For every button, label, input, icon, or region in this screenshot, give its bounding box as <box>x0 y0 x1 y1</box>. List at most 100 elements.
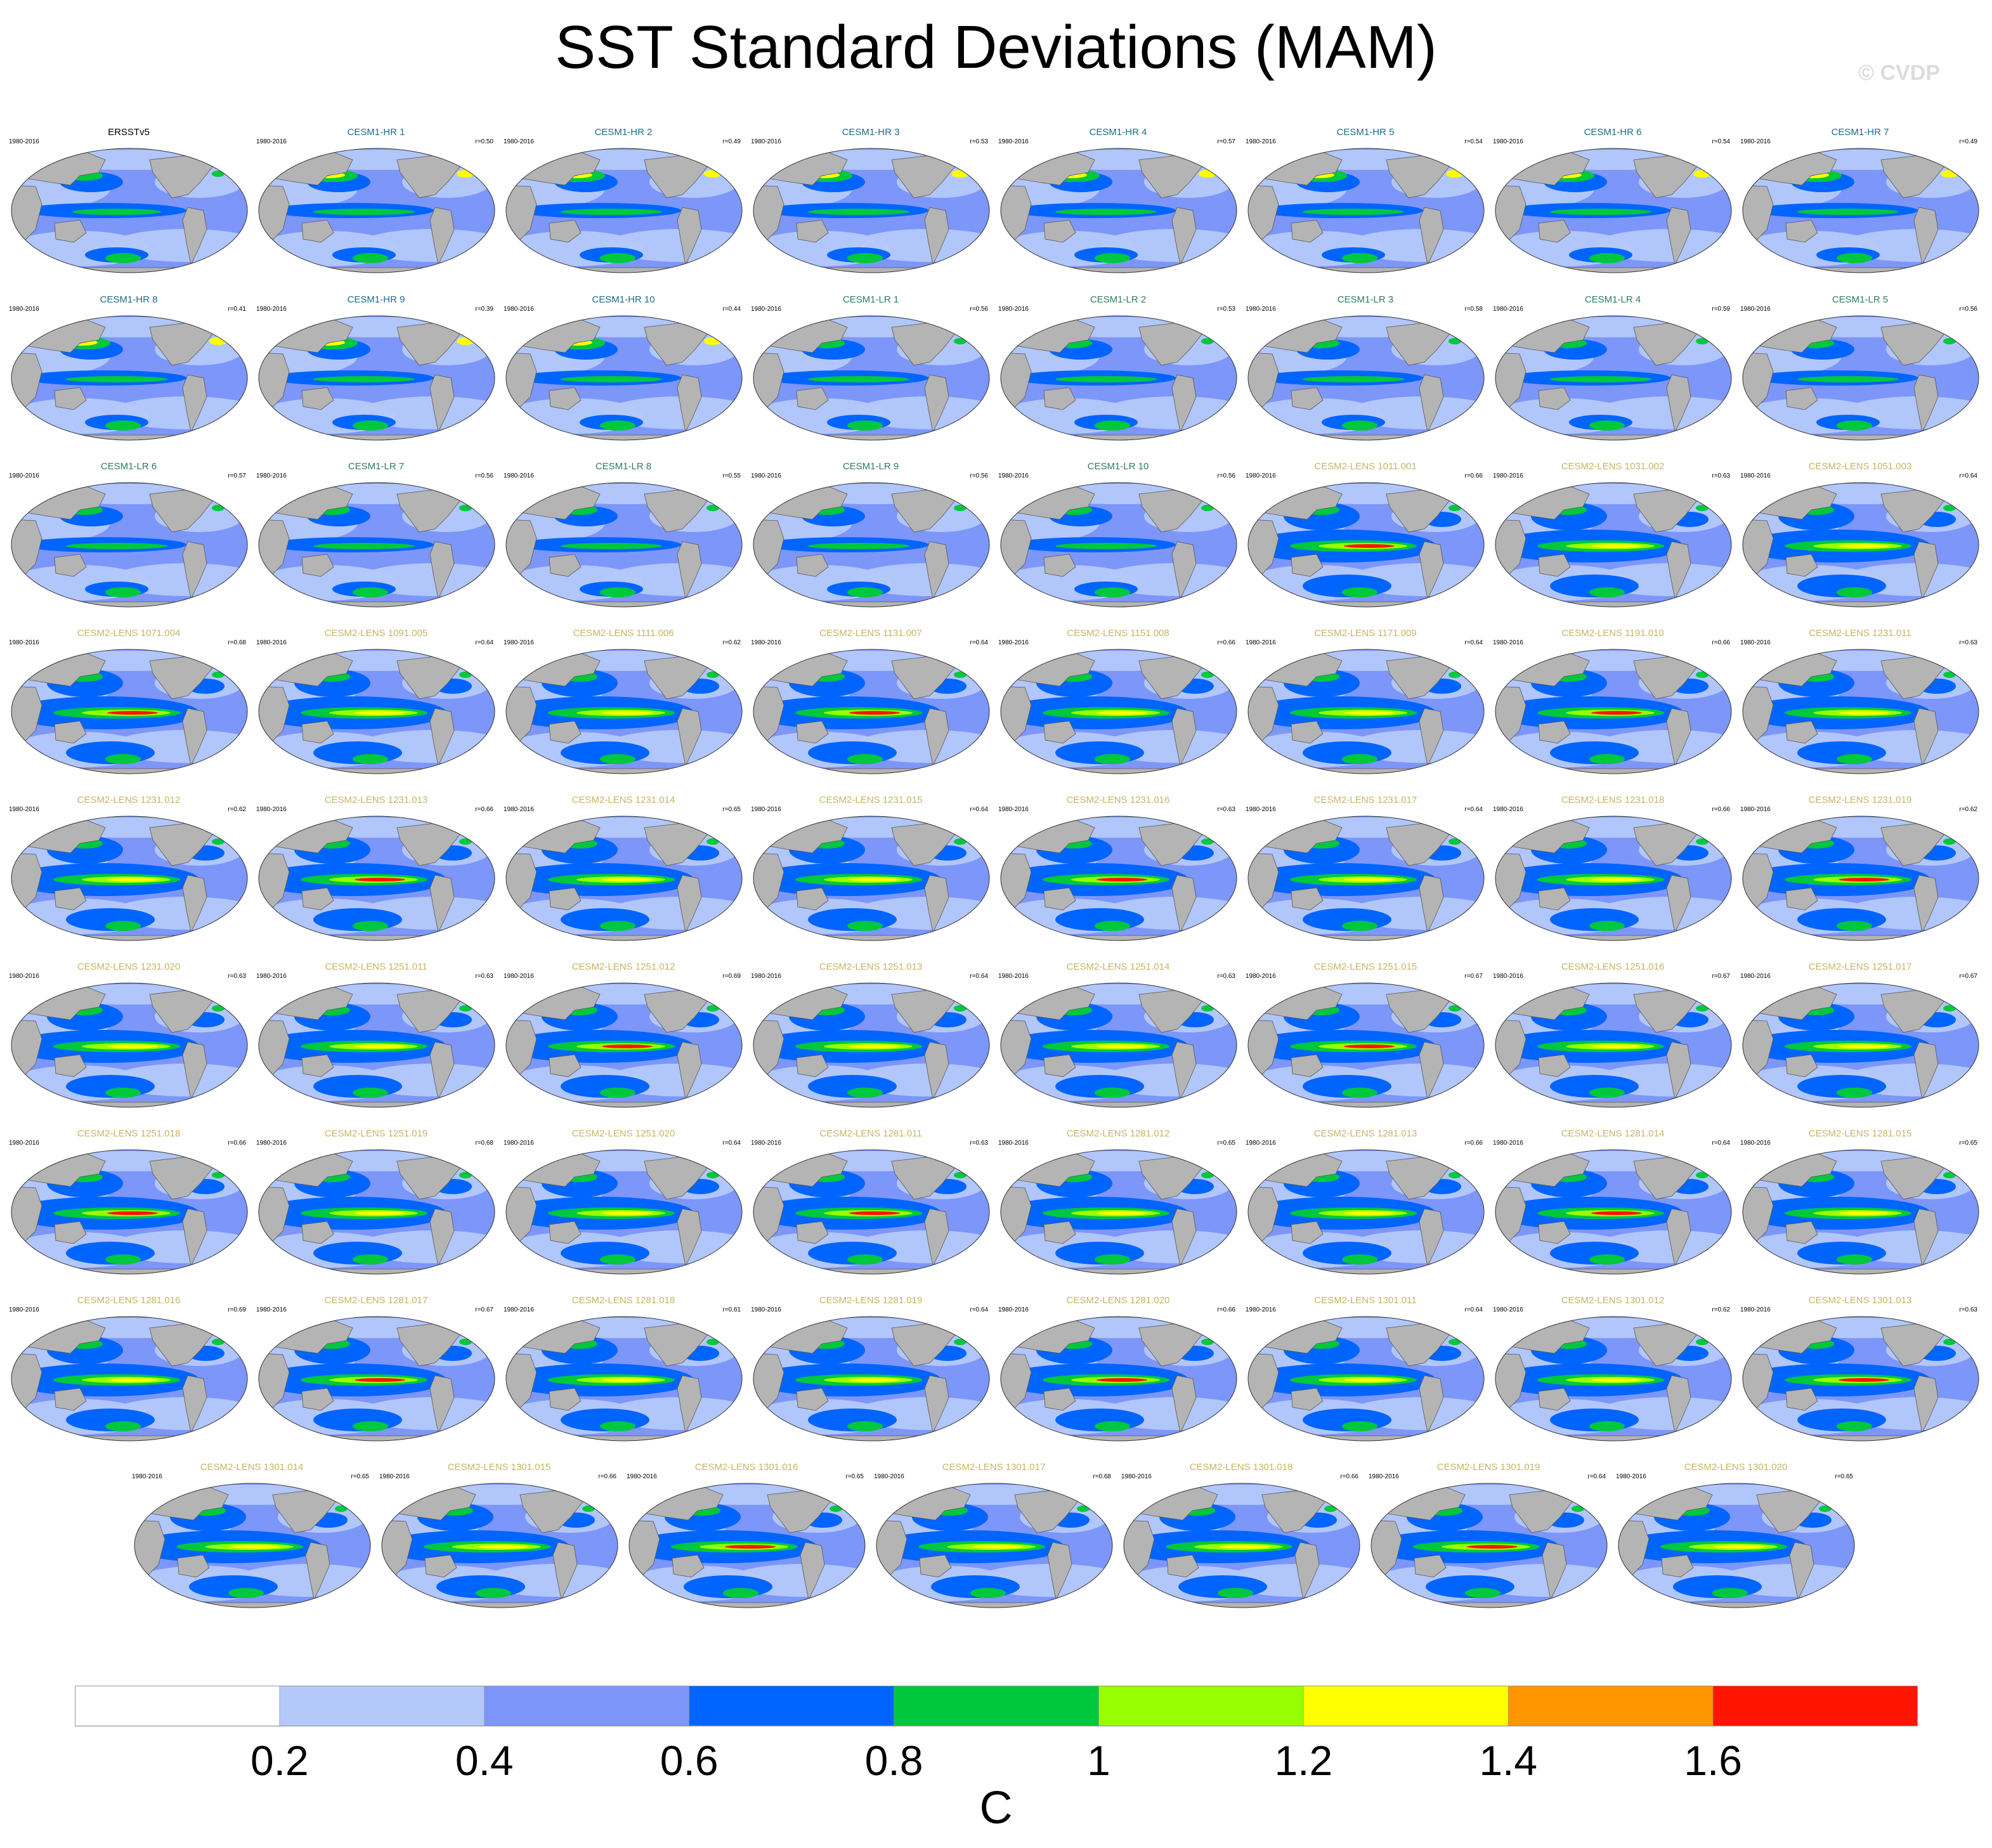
sst-stddev-map <box>1742 482 1979 608</box>
panel-period: 1980-2016 <box>256 1306 287 1313</box>
land-mass <box>1538 1054 1571 1077</box>
map-outline <box>258 982 495 1108</box>
map-outline <box>1495 315 1732 441</box>
panel-period: 1980-2016 <box>1246 973 1276 980</box>
gulf-stream-hotspot <box>459 672 472 678</box>
south-pacific-patch <box>353 1421 388 1431</box>
equatorial-tongue-peak <box>849 1044 900 1048</box>
south-pacific-patch <box>353 754 388 764</box>
equatorial-tongue-peak <box>107 1378 158 1382</box>
map-panel: CESM2-LENS 1151.008 1980-2016 r=0.66 <box>994 627 1242 785</box>
panel-period: 1980-2016 <box>751 973 781 980</box>
land-mass <box>1291 720 1324 744</box>
panel-period: 1980-2016 <box>751 1140 781 1147</box>
panel-pattern-correlation: r=0.63 <box>475 973 493 980</box>
equatorial-tongue <box>1797 376 1899 382</box>
map-outline <box>1000 148 1237 273</box>
equatorial-tongue <box>1055 209 1157 215</box>
map-panel: CESM2-LENS 1231.020 1980-2016 r=0.63 <box>5 960 252 1119</box>
land-mass <box>1419 1375 1444 1434</box>
land-mass <box>429 1375 455 1434</box>
land-mass <box>1419 1041 1444 1100</box>
land-mass <box>1171 875 1197 934</box>
map-outline <box>258 148 495 273</box>
panel-title: CESM2-LENS 1231.012 <box>77 795 181 805</box>
panel-pattern-correlation: r=0.66 <box>1464 1140 1483 1147</box>
land-mass <box>1419 708 1444 767</box>
sst-stddev-map <box>1000 148 1237 273</box>
land-mass <box>1291 387 1324 410</box>
land-mass <box>1913 207 1939 266</box>
equatorial-tongue-peak <box>1344 878 1395 882</box>
land-mass <box>301 219 334 243</box>
sst-stddev-map <box>628 1483 866 1608</box>
equatorial-tongue <box>808 209 909 215</box>
land-mass <box>1666 207 1691 266</box>
panel-title: CESM2-LENS 1131.007 <box>819 628 922 639</box>
panel-pattern-correlation: r=0.66 <box>1464 472 1483 479</box>
land-mass <box>1913 1375 1939 1434</box>
sst-stddev-map <box>1742 148 1979 273</box>
panel-pattern-correlation: r=0.57 <box>228 472 246 479</box>
colorbar-tick-label: 0.4 <box>455 1737 514 1784</box>
panel-title: CESM2-LENS 1231.014 <box>571 795 675 805</box>
land-mass <box>1294 1542 1320 1601</box>
land-mass <box>1043 554 1076 577</box>
land-mass <box>1495 852 1527 911</box>
panel-pattern-correlation: r=0.53 <box>1217 306 1235 313</box>
gulf-stream-hotspot <box>1572 1506 1584 1512</box>
panel-period: 1980-2016 <box>1740 1306 1771 1313</box>
panel-period: 1980-2016 <box>504 806 534 813</box>
panel-title: CESM2-LENS 1251.019 <box>324 1128 428 1139</box>
south-pacific-patch <box>723 1588 758 1598</box>
gulf-stream-hotspot <box>1943 1005 1956 1012</box>
equatorial-tongue-peak <box>1344 1044 1395 1048</box>
land-mass <box>753 852 784 911</box>
south-pacific-patch <box>600 1088 635 1098</box>
panel-title: CESM2-LENS 1281.016 <box>77 1295 181 1306</box>
panel-pattern-correlation: r=0.69 <box>722 973 741 980</box>
land-mass <box>301 1054 334 1077</box>
land-mass <box>259 519 290 577</box>
land-mass <box>753 686 784 744</box>
equatorial-tongue-peak <box>478 1545 528 1549</box>
south-pacific-patch <box>600 1254 635 1265</box>
gulf-stream-hotspot <box>1696 1172 1709 1178</box>
land-mass <box>1666 1208 1691 1267</box>
map-panel: CESM1-HR 2 1980-2016 r=0.49 <box>500 126 747 284</box>
gulf-stream-hotspot <box>954 338 967 344</box>
panel-title: CESM2-LENS 1301.013 <box>1808 1295 1912 1306</box>
land-mass <box>1538 887 1571 911</box>
panel-pattern-correlation: r=0.54 <box>1464 138 1483 145</box>
land-mass <box>1743 519 1774 577</box>
equatorial-tongue <box>313 543 415 549</box>
equatorial-tongue <box>808 376 909 382</box>
panel-title: CESM1-LR 8 <box>595 461 652 472</box>
panel-title: CESM2-LENS 1251.015 <box>1313 961 1417 972</box>
map-outline <box>381 1483 618 1608</box>
panel-period: 1980-2016 <box>751 1306 781 1313</box>
land-mass <box>1495 1186 1527 1244</box>
land-mass <box>1743 1019 1774 1077</box>
panel-pattern-correlation: r=0.65 <box>722 806 741 813</box>
colorbar-segment <box>689 1686 894 1727</box>
panel-title: CESM2-LENS 1091.005 <box>324 628 428 639</box>
map-outline <box>1247 1316 1485 1441</box>
land-mass <box>1043 720 1076 744</box>
land-mass <box>677 1041 702 1100</box>
map-outline <box>1000 982 1237 1108</box>
map-panel: CESM1-HR 1 1980-2016 r=0.50 <box>252 126 500 284</box>
gulf-stream-hotspot <box>1448 672 1461 678</box>
south-pacific-patch <box>1837 754 1872 764</box>
map-outline <box>753 148 990 273</box>
land-mass <box>672 1554 705 1578</box>
panel-pattern-correlation: r=0.39 <box>475 306 493 313</box>
south-pacific-patch <box>1837 921 1872 931</box>
land-mass <box>506 352 537 410</box>
panel-period: 1980-2016 <box>9 1306 39 1313</box>
panel-period: 1980-2016 <box>504 306 534 313</box>
map-outline <box>505 982 743 1108</box>
gulf-stream-hotspot <box>1324 1506 1337 1512</box>
panel-pattern-correlation: r=0.65 <box>1217 1140 1235 1147</box>
equatorial-tongue-peak <box>355 878 405 882</box>
